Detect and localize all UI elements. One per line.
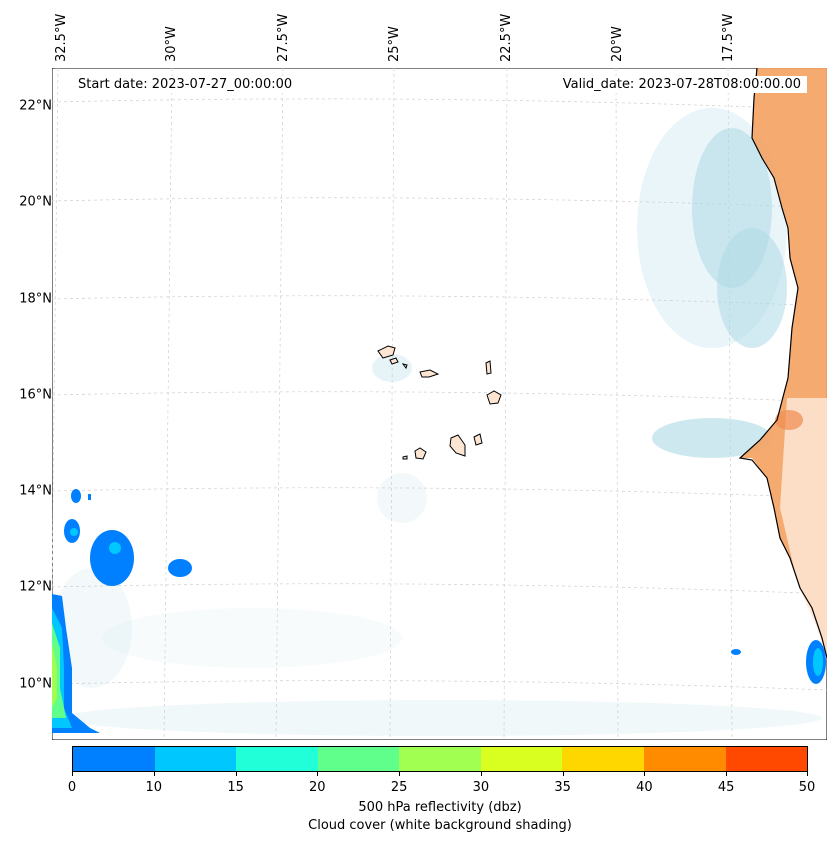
lon-label: 20°W — [610, 26, 625, 62]
colorbar-sublabel: Cloud cover (white background shading) — [308, 818, 572, 833]
colorbar-segment — [480, 747, 563, 771]
colorbar-segment — [562, 747, 644, 771]
reflectivity-colorbar — [72, 746, 808, 772]
colorbar-tick-label: 45 — [717, 780, 735, 795]
map-canvas[interactable] — [49, 67, 828, 741]
reflectivity-cells — [52, 489, 826, 733]
colorbar-tick-mark — [807, 772, 808, 776]
colorbar-segment — [236, 747, 318, 771]
lon-label: 22.5°W — [499, 13, 514, 62]
cape-verde-islands — [377, 345, 502, 460]
colorbar-segment — [399, 747, 481, 771]
latitude-axis-labels: 22°N 20°N 18°N 16°N 14°N 12°N 10°N — [0, 0, 52, 740]
colorbar-segment — [643, 747, 726, 771]
lat-label: 12°N — [19, 579, 52, 595]
colorbar-tick-label: 25 — [390, 780, 408, 795]
map-panel[interactable]: Start date: 2023-07-27_00:00:00 Valid_da… — [49, 67, 828, 741]
cloud-cover-shading — [52, 108, 822, 736]
colorbar-tick-label: 15 — [227, 780, 244, 795]
colorbar-tick-label: 40 — [636, 780, 653, 795]
colorbar-tick-mark — [153, 772, 155, 776]
lat-label: 16°N — [19, 387, 52, 403]
lat-label: 10°N — [19, 676, 52, 692]
landmass-west-africa — [738, 67, 828, 659]
colorbar-tick-mark — [726, 772, 728, 776]
colorbar-segment — [73, 747, 155, 771]
colorbar-tick-label: 30 — [472, 780, 490, 795]
lat-label: 14°N — [19, 483, 52, 499]
colorbar-tick-label: 50 — [798, 780, 816, 795]
colorbar-segment — [317, 747, 400, 771]
colorbar-tick-mark — [235, 772, 237, 776]
valid-date-label: Valid_date: 2023-07-28T08:00:00.00 — [556, 76, 807, 93]
colorbar-tick-mark — [480, 772, 482, 776]
lat-label: 20°N — [19, 194, 52, 210]
lon-label: 32.5°W — [54, 13, 69, 62]
colorbar-tick-label: 35 — [554, 780, 571, 795]
lon-label: 17.5°W — [721, 13, 736, 62]
colorbar-segment — [725, 747, 808, 771]
lon-label: 27.5°W — [276, 13, 291, 62]
lat-label: 22°N — [19, 98, 52, 114]
longitude-axis-labels: 32.5°W 30°W 27.5°W 25°W 22.5°W 20°W 17.5… — [0, 0, 837, 68]
lon-label: 30°W — [164, 26, 179, 62]
colorbar-tick-label: 10 — [145, 780, 163, 795]
lon-label: 25°W — [387, 26, 402, 62]
colorbar-segment — [154, 747, 237, 771]
graticule — [49, 67, 828, 741]
start-date-label: Start date: 2023-07-27_00:00:00 — [72, 76, 299, 93]
colorbar-label: 500 hPa reflectivity (dbz) — [358, 800, 522, 815]
colorbar-ticks: 0 10 15 20 25 30 35 40 45 50 — [68, 772, 815, 802]
colorbar-tick-label: 0 — [67, 780, 77, 795]
lat-label: 18°N — [19, 291, 52, 307]
colorbar-tick-mark — [317, 772, 319, 776]
colorbar-tick-mark — [72, 772, 73, 776]
colorbar-tick-mark — [399, 772, 401, 776]
colorbar-tick-mark — [644, 772, 646, 776]
colorbar-tick-label: 20 — [309, 780, 326, 795]
colorbar-tick-mark — [562, 772, 564, 776]
